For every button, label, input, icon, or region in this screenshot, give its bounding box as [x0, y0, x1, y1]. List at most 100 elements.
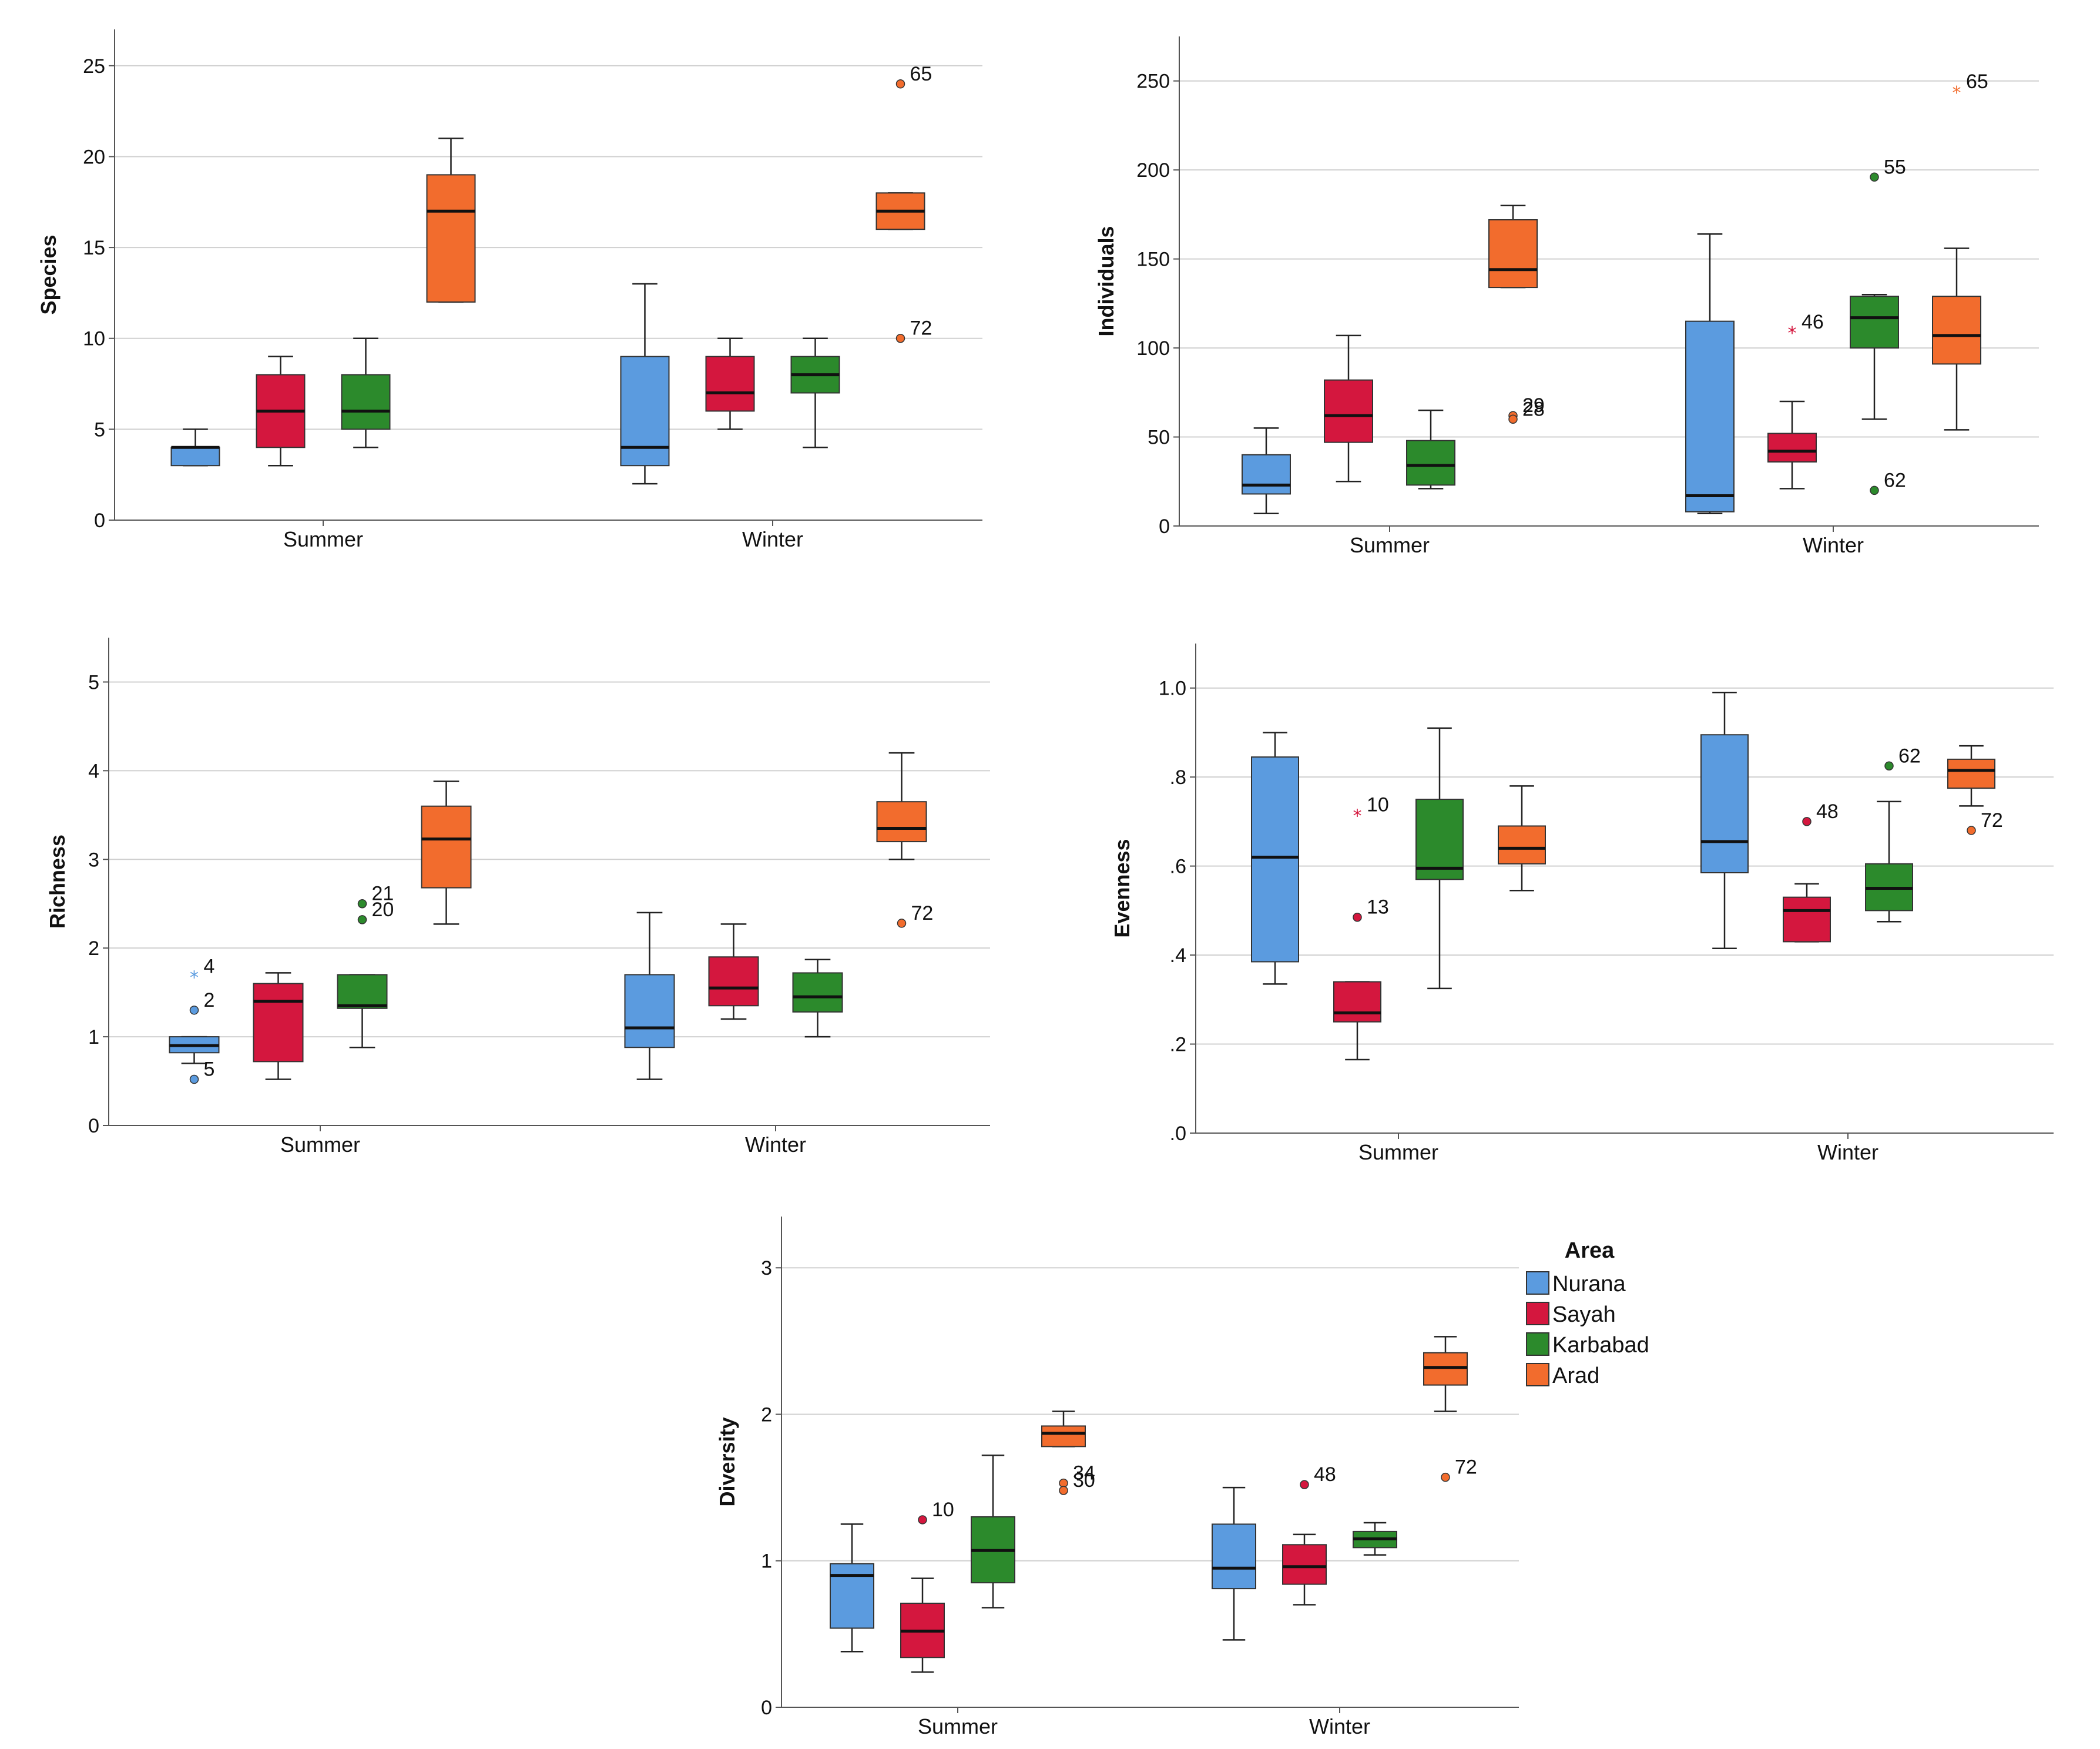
x-category-label: Winter — [745, 1133, 806, 1157]
outlier-label: 21 — [372, 883, 394, 905]
outlier-point — [357, 915, 367, 924]
outlier-label: 13 — [1367, 896, 1389, 919]
y-tick-label: .8 — [1170, 766, 1186, 789]
box-karbabad — [792, 959, 843, 1038]
box-iqr — [830, 1563, 874, 1629]
box-nurana: *4 2 5 — [169, 955, 220, 1084]
evenness-boxplot-panel: .0 .2 .4 .6 .8 1.0 Evenness Summer Winter *10 13 48… — [1110, 644, 2054, 1164]
outlier-label: 10 — [932, 1499, 954, 1521]
y-axis-label: Evenness — [1110, 839, 1134, 937]
legend-label-nurana: Nurana — [1552, 1272, 1626, 1296]
box-iqr — [421, 805, 472, 889]
outlier-point — [1353, 912, 1362, 922]
box-karbabad: 62 — [1865, 745, 1921, 923]
y-tick-label: 0 — [88, 1115, 99, 1137]
box-arad: 72 — [1423, 1336, 1477, 1482]
x-category-label: Winter — [1803, 533, 1864, 557]
outlier-label: 34 — [1073, 1462, 1095, 1485]
y-tick-label: 1.0 — [1159, 678, 1186, 700]
x-category-label: Summer — [1350, 533, 1430, 557]
outlier-label: 5 — [204, 1058, 215, 1081]
outlier-point — [918, 1515, 927, 1524]
outlier-point — [1059, 1486, 1068, 1495]
y-tick-label: 25 — [83, 55, 105, 78]
box-karbabad — [1415, 727, 1464, 990]
x-category-label: Winter — [742, 527, 803, 551]
species-boxplot-panel: 0 5 10 15 20 25 Species Summer Winter 65 72 — [36, 29, 982, 551]
legend-swatch-arad — [1526, 1363, 1549, 1386]
box-sayah: 10 — [900, 1499, 954, 1673]
box-arad — [421, 780, 472, 925]
outlier-label: 20 — [372, 899, 394, 921]
box-iqr — [1415, 799, 1464, 880]
outlier-point — [895, 79, 905, 89]
box-karbabad — [1353, 1522, 1397, 1556]
y-tick-label: 1 — [88, 1026, 99, 1048]
box-sayah — [705, 337, 755, 430]
outlier-point — [357, 899, 367, 909]
y-tick-label: 0 — [1159, 515, 1170, 538]
outlier-label: 10 — [1367, 794, 1389, 816]
box-iqr — [624, 974, 675, 1048]
box-iqr — [170, 447, 220, 467]
box-iqr — [705, 356, 755, 412]
box-iqr — [1767, 433, 1817, 463]
box-sayah — [256, 356, 306, 467]
outlier-point — [189, 1074, 199, 1084]
box-iqr — [1406, 440, 1455, 486]
box-sayah: *46 — [1767, 311, 1824, 490]
outlier-label: 65 — [910, 63, 932, 85]
box-nurana — [170, 428, 220, 467]
box-iqr — [708, 956, 759, 1007]
outlier-label: 30 — [1073, 1469, 1095, 1492]
outlier-point — [1300, 1480, 1309, 1489]
outlier-label: 46 — [1802, 311, 1824, 333]
box-nurana — [1212, 1486, 1256, 1641]
box-sayah — [1324, 334, 1373, 483]
box-arad: 72 — [876, 752, 933, 928]
legend-item-arad: Arad — [1526, 1363, 1599, 1388]
box-iqr — [876, 801, 927, 843]
outlier-label: 29 — [1522, 394, 1545, 417]
box-iqr — [1212, 1523, 1256, 1590]
box-iqr — [1041, 1425, 1086, 1448]
box-iqr — [1783, 896, 1831, 943]
box-arad — [1498, 785, 1546, 892]
outlier-label: 55 — [1884, 156, 1906, 178]
x-category-label: Winter — [1309, 1714, 1370, 1738]
box-karbabad — [971, 1455, 1015, 1609]
box-iqr — [1333, 981, 1381, 1023]
y-tick-label: 0 — [94, 510, 105, 532]
box-iqr — [1488, 219, 1538, 289]
x-category-label: Summer — [280, 1133, 360, 1157]
box-arad — [426, 138, 476, 303]
y-tick-label: 3 — [88, 849, 99, 871]
y-tick-label: 20 — [83, 146, 105, 168]
outlier-star: * — [190, 967, 199, 988]
box-sayah — [708, 923, 759, 1020]
box-karbabad — [790, 337, 840, 448]
box-nurana — [1700, 692, 1749, 949]
y-tick-label: 2 — [88, 937, 99, 960]
box-karbabad: 55 62 — [1850, 156, 1906, 495]
legend-title: Area — [1565, 1238, 1615, 1263]
y-tick-label: .6 — [1170, 856, 1186, 878]
outlier-point — [189, 1006, 199, 1015]
outlier-point — [897, 919, 907, 928]
box-nurana — [830, 1523, 874, 1653]
outlier-point — [895, 333, 905, 343]
box-nurana — [624, 912, 675, 1080]
y-tick-label: 150 — [1136, 249, 1170, 271]
y-tick-label: 1 — [761, 1550, 772, 1573]
outlier-point — [1441, 1472, 1450, 1482]
outlier-label: 4 — [204, 955, 215, 977]
x-category-label: Summer — [918, 1714, 998, 1738]
y-tick-label: 5 — [88, 671, 99, 693]
legend-swatch-karbabad — [1526, 1332, 1549, 1356]
outlier-label: 28 — [1522, 398, 1545, 420]
y-tick-label: 100 — [1136, 337, 1170, 360]
box-nurana — [1242, 427, 1291, 515]
outlier-label: 48 — [1314, 1463, 1336, 1486]
